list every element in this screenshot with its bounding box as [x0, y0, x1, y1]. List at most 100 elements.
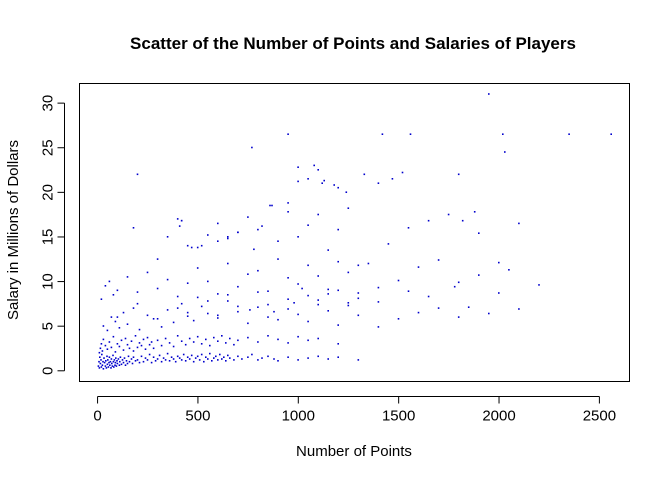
- data-point: [217, 340, 219, 342]
- data-point: [219, 353, 221, 356]
- data-point: [116, 362, 119, 365]
- data-point: [478, 232, 480, 234]
- data-point: [180, 219, 183, 222]
- data-point: [158, 354, 161, 357]
- data-point: [205, 338, 207, 341]
- data-point: [110, 316, 113, 318]
- data-point: [120, 339, 123, 342]
- data-point: [126, 323, 129, 325]
- data-point: [102, 360, 104, 363]
- data-point: [237, 305, 239, 308]
- data-point: [172, 345, 175, 348]
- data-point: [538, 284, 540, 286]
- data-point: [508, 269, 510, 271]
- data-point: [257, 359, 259, 361]
- data-point: [122, 361, 125, 364]
- data-point: [106, 329, 109, 332]
- data-point: [136, 346, 139, 349]
- data-point: [237, 285, 239, 288]
- data-point: [196, 267, 199, 269]
- data-point: [103, 357, 105, 359]
- data-point: [99, 356, 101, 358]
- data-point: [192, 319, 195, 322]
- data-point: [337, 343, 339, 345]
- data-point: [297, 166, 299, 168]
- data-point: [126, 276, 129, 278]
- data-point: [297, 313, 299, 316]
- data-point: [166, 309, 169, 311]
- data-point: [146, 314, 149, 317]
- data-point: [136, 173, 139, 176]
- data-point: [184, 360, 187, 362]
- data-point: [176, 307, 179, 309]
- data-point: [297, 335, 299, 338]
- data-point: [99, 362, 102, 365]
- data-point: [297, 359, 299, 361]
- data-point: [209, 352, 211, 355]
- data-point: [176, 355, 179, 358]
- data-point: [122, 349, 125, 351]
- data-point: [180, 302, 183, 305]
- data-point: [110, 346, 113, 349]
- data-point: [217, 314, 219, 317]
- data-point: [337, 228, 339, 231]
- data-point: [112, 360, 115, 363]
- data-point: [261, 357, 263, 359]
- data-point: [102, 368, 105, 370]
- data-point: [186, 282, 189, 284]
- data-point: [142, 360, 145, 363]
- data-point: [317, 299, 319, 301]
- data-point: [307, 294, 309, 297]
- data-point: [488, 312, 490, 315]
- data-point: [391, 178, 394, 180]
- data-point: [138, 361, 141, 364]
- data-point: [207, 234, 209, 236]
- data-point: [128, 347, 131, 350]
- data-point: [211, 360, 213, 362]
- data-point: [172, 358, 175, 360]
- data-point: [164, 359, 167, 361]
- data-point: [194, 357, 197, 359]
- data-point: [347, 304, 350, 307]
- data-point: [126, 343, 129, 346]
- data-point: [132, 356, 135, 358]
- data-point: [233, 359, 235, 361]
- data-point: [397, 279, 400, 282]
- data-point: [164, 337, 167, 340]
- data-point: [123, 357, 126, 359]
- data-point: [156, 318, 159, 320]
- data-point: [180, 340, 183, 342]
- data-point: [277, 360, 279, 362]
- data-point: [146, 336, 149, 339]
- data-point: [156, 258, 159, 260]
- y-tick-label: 20: [40, 184, 57, 201]
- data-point: [168, 342, 171, 344]
- data-point: [297, 180, 299, 183]
- data-point: [196, 296, 199, 299]
- data-point: [253, 248, 255, 251]
- data-point: [140, 344, 143, 347]
- data-point: [337, 186, 339, 189]
- data-point: [215, 355, 217, 358]
- data-point: [130, 340, 133, 342]
- data-point: [184, 343, 187, 346]
- data-point: [207, 280, 209, 283]
- data-point: [112, 354, 114, 357]
- data-point: [110, 367, 112, 369]
- chart-title: Scatter of the Number of Points and Sala…: [130, 34, 576, 53]
- data-point: [138, 328, 141, 331]
- data-point: [357, 264, 360, 267]
- data-point: [337, 260, 339, 263]
- data-point: [293, 302, 295, 304]
- data-point: [200, 244, 203, 247]
- data-point: [124, 364, 127, 366]
- data-point: [132, 227, 135, 229]
- x-axis-label: Number of Points: [296, 443, 412, 460]
- data-point: [327, 288, 329, 291]
- data-point: [156, 287, 159, 290]
- data-point: [287, 342, 289, 344]
- data-point: [229, 337, 231, 340]
- data-point: [333, 184, 335, 186]
- data-point: [182, 353, 185, 356]
- data-point: [317, 275, 319, 277]
